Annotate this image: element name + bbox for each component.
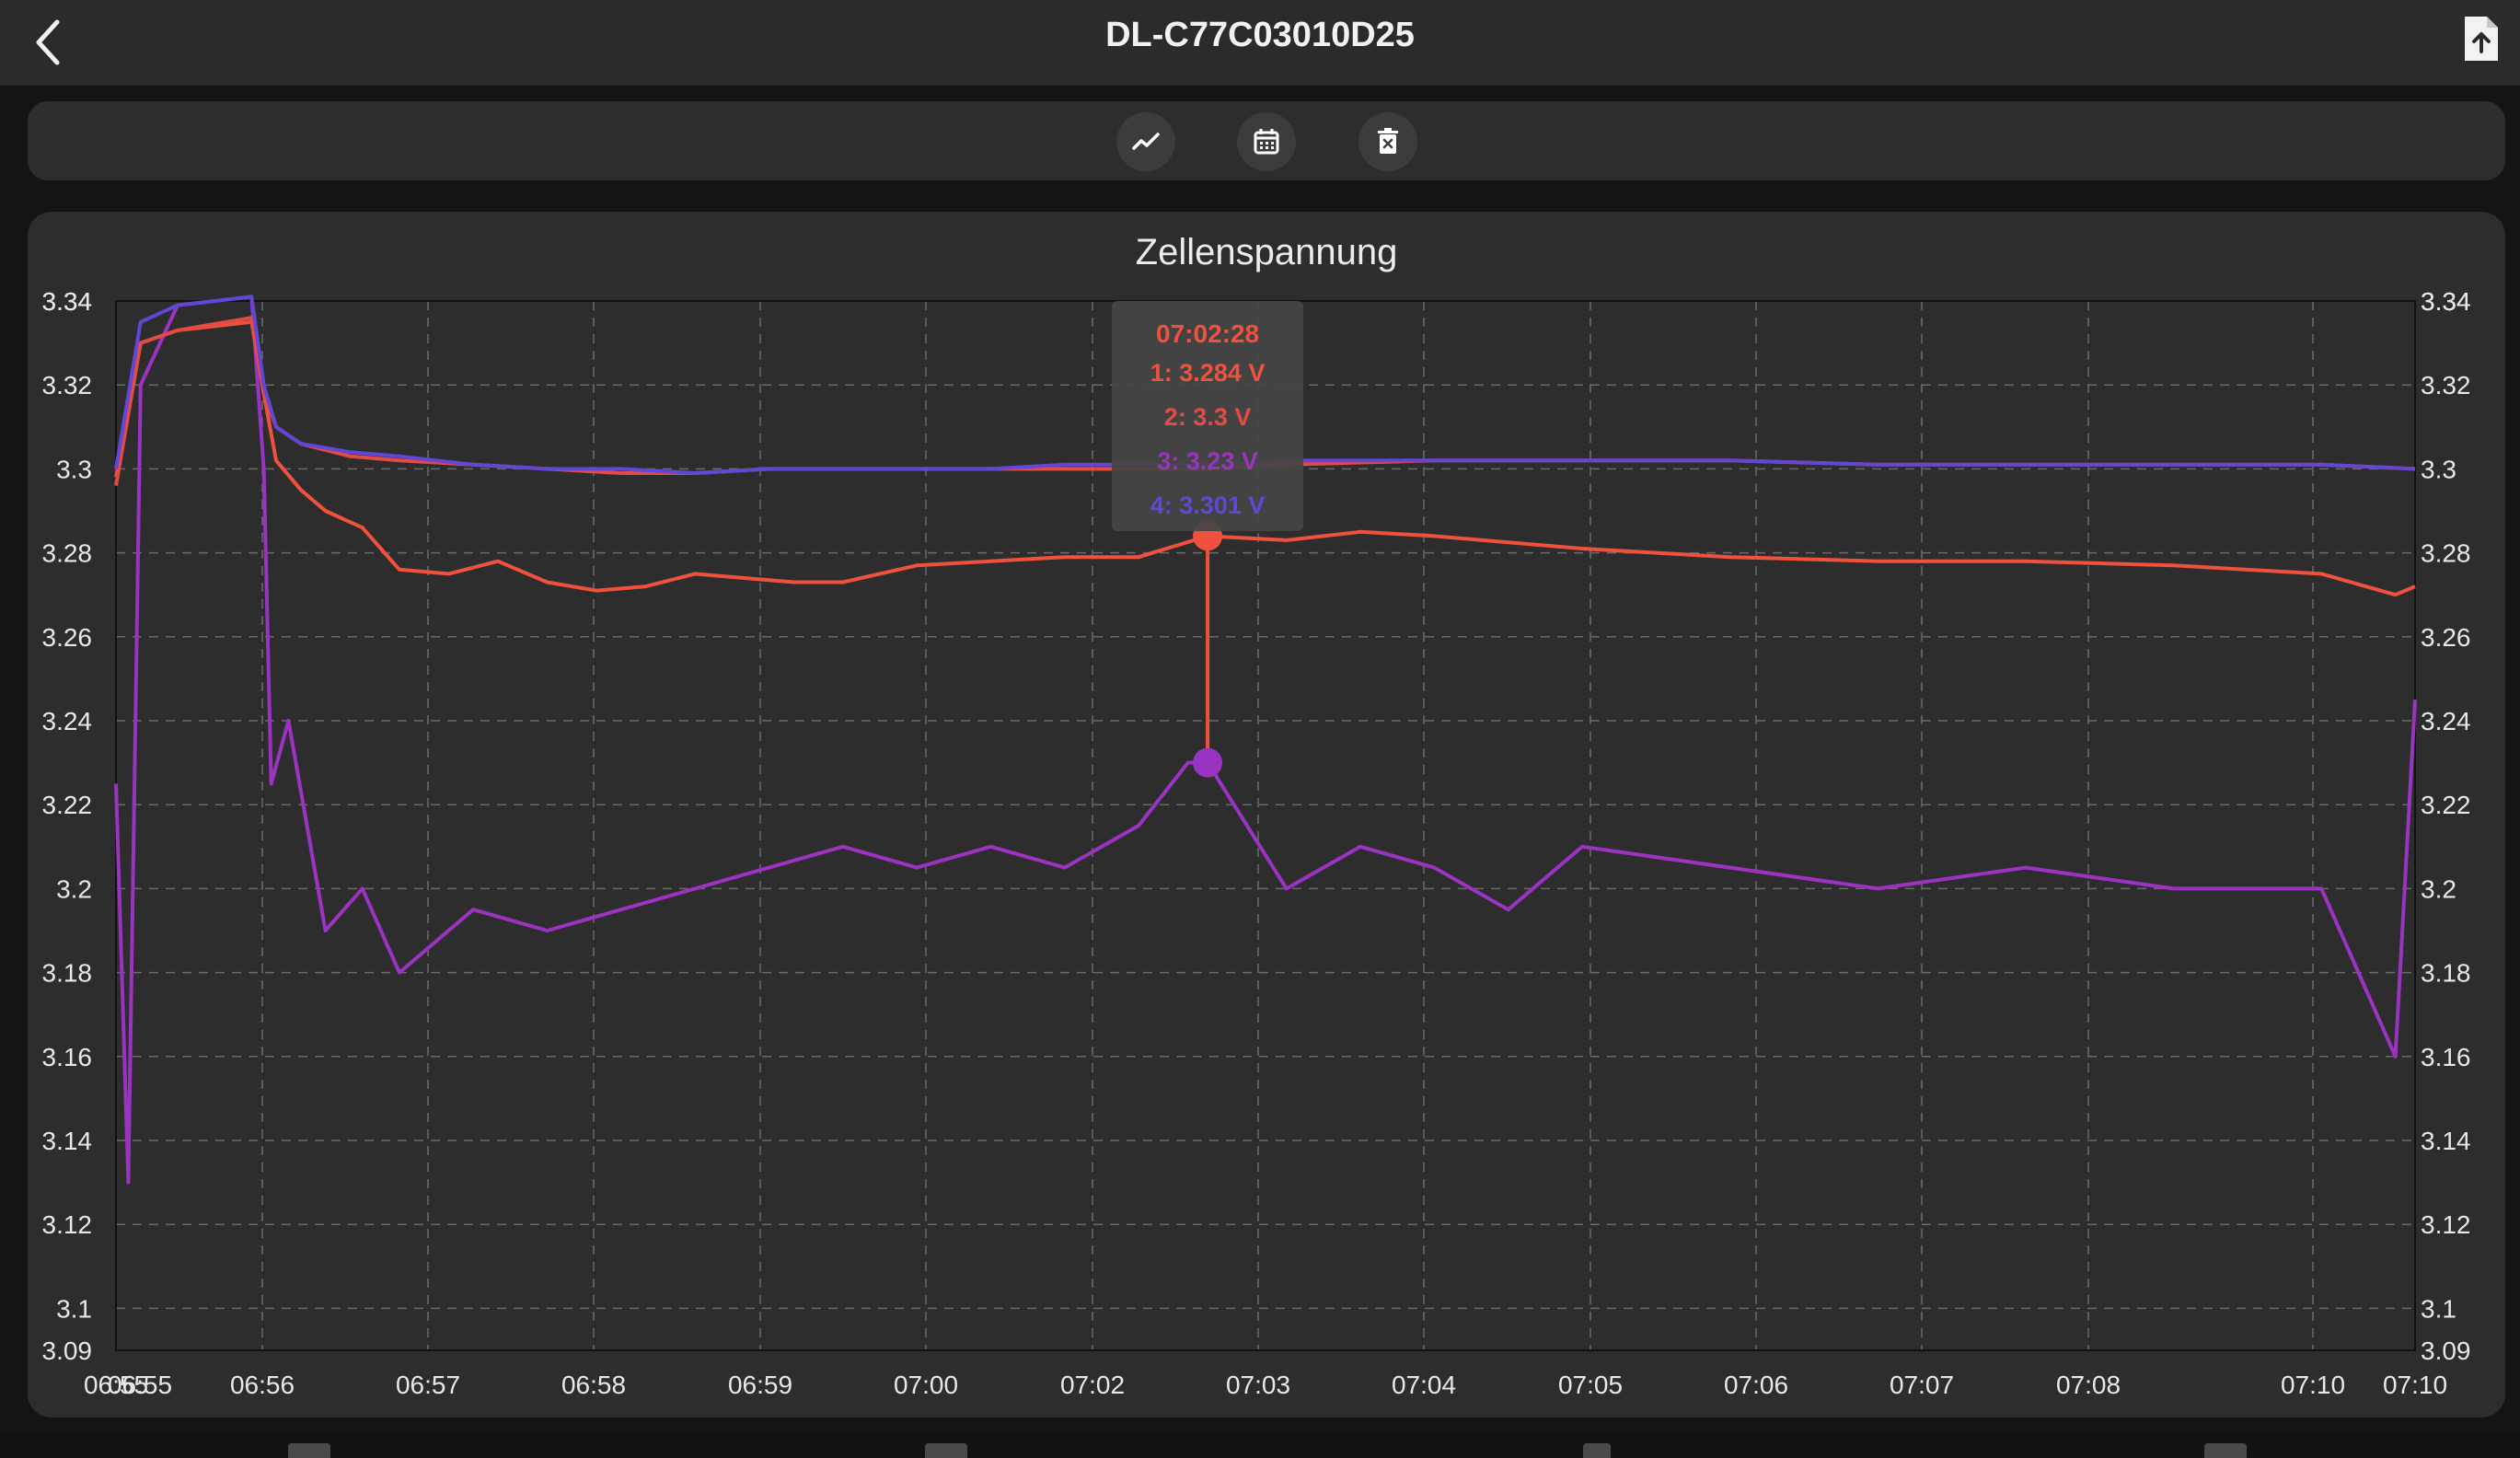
- x-tick-label: 06:57: [396, 1371, 460, 1399]
- y-tick-label-left: 3.34: [42, 287, 93, 316]
- x-tick-label: 06:55: [108, 1371, 172, 1399]
- y-tick-label-left: 3.18: [42, 959, 93, 988]
- x-tick-label: 07:04: [1392, 1371, 1456, 1399]
- nav-chart-icon[interactable]: [925, 1443, 967, 1458]
- series-line-cell-4: [114, 295, 2416, 475]
- y-tick-label-left: 3.1: [56, 1294, 92, 1323]
- x-tick-label: 07:10: [2281, 1371, 2345, 1399]
- tooltip-box: [1112, 301, 1304, 531]
- series-line-cell-1: [114, 319, 2416, 597]
- y-tick-label-right: 3.18: [2421, 959, 2471, 988]
- tooltip-value-cell-3: 3: 3.23 V: [1157, 447, 1258, 475]
- tooltip-marker-cell-3: [1193, 747, 1223, 778]
- x-tick-label: 07:10: [2383, 1371, 2447, 1399]
- x-tick-label: 07:07: [1890, 1371, 1954, 1399]
- y-tick-label-left: 3.26: [42, 623, 93, 652]
- nav-dashboard-icon[interactable]: [288, 1443, 330, 1458]
- y-tick-label-left: 3.34: [42, 287, 93, 316]
- export-button[interactable]: [2456, 13, 2507, 64]
- delete-icon: [1378, 128, 1398, 154]
- trend-chart-button[interactable]: [1116, 112, 1175, 171]
- x-tick-label: 07:06: [1724, 1371, 1788, 1399]
- y-tick-label-left: 3.09: [42, 1336, 93, 1365]
- x-tick-label: 07:08: [2056, 1371, 2121, 1399]
- x-tick-label: 07:03: [1226, 1371, 1290, 1399]
- tooltip-value-cell-2: 2: 3.3 V: [1164, 403, 1252, 431]
- tooltip-value-cell-1: 1: 3.284 V: [1150, 359, 1266, 387]
- y-tick-label-right: 3.09: [2421, 1336, 2471, 1365]
- y-tick-label-right: 3.2: [2421, 874, 2456, 903]
- y-tick-label-right: 3.26: [2421, 623, 2471, 652]
- y-tick-label-right: 3.24: [2421, 707, 2471, 735]
- tooltip-time: 07:02:28: [1156, 319, 1259, 348]
- y-tick-label-left: 3.28: [42, 539, 93, 568]
- x-tick-label: 07:00: [894, 1371, 958, 1399]
- y-tick-label-right: 3.34: [2421, 287, 2471, 316]
- y-tick-label-left: 3.2: [56, 874, 92, 903]
- calendar-button[interactable]: [1237, 112, 1296, 171]
- nav-settings-icon[interactable]: [2204, 1443, 2247, 1458]
- x-tick-label: 06:56: [230, 1371, 295, 1399]
- page-title: DL-C77C03010D25: [1105, 16, 1415, 54]
- y-tick-label-right: 3.22: [2421, 791, 2471, 819]
- calendar-icon: [1254, 129, 1279, 155]
- x-tick-label: 06:55: [84, 1371, 148, 1399]
- x-tick-label: 06:59: [728, 1371, 792, 1399]
- x-tick-label: 06:58: [561, 1371, 626, 1399]
- y-tick-label-left: 3.16: [42, 1043, 93, 1071]
- y-tick-label-left: 3.32: [42, 371, 93, 399]
- cell-voltage-chart[interactable]: 3.34 3.343.34 3.343.32 3.323.3 3.33.28 3.283.…: [28, 212, 2505, 1418]
- series-line-cell-3: [114, 295, 2417, 1185]
- delete-button[interactable]: [1358, 112, 1417, 171]
- y-tick-label-right: 3.3: [2421, 455, 2456, 483]
- y-tick-label-left: 3.3: [56, 455, 92, 483]
- chart-card: Zellenspannung 3.34 3.34 3.34 3.34 3.32 3.32 3…: [28, 212, 2505, 1418]
- tooltip-value-cell-4: 4: 3.301 V: [1150, 492, 1266, 519]
- top-app-bar: [0, 0, 2520, 86]
- back-button[interactable]: [20, 13, 79, 72]
- y-tick-label-left: 3.24: [42, 707, 93, 735]
- x-tick-label: 07:05: [1558, 1371, 1623, 1399]
- y-tick-label-right: 3.34: [2421, 287, 2471, 316]
- y-tick-label-left: 3.22: [42, 791, 93, 819]
- y-tick-label-right: 3.28: [2421, 539, 2471, 568]
- chevron-left-icon: [36, 19, 60, 65]
- nav-location-icon[interactable]: [1583, 1443, 1611, 1458]
- trend-chart-icon: [1132, 133, 1160, 150]
- y-tick-label-right: 3.14: [2421, 1127, 2471, 1155]
- chart-title: Zellenspannung: [1135, 232, 1398, 272]
- file-upload-icon: [2465, 17, 2498, 61]
- bottom-navigation: [0, 1431, 2520, 1458]
- y-tick-label-right: 3.32: [2421, 371, 2471, 399]
- y-tick-label-right: 3.12: [2421, 1210, 2471, 1239]
- x-tick-label: 07:02: [1060, 1371, 1125, 1399]
- y-tick-label-right: 3.1: [2421, 1294, 2456, 1323]
- y-tick-label-right: 3.16: [2421, 1043, 2471, 1071]
- y-tick-label-left: 3.12: [42, 1210, 93, 1239]
- y-tick-label-left: 3.14: [42, 1127, 93, 1155]
